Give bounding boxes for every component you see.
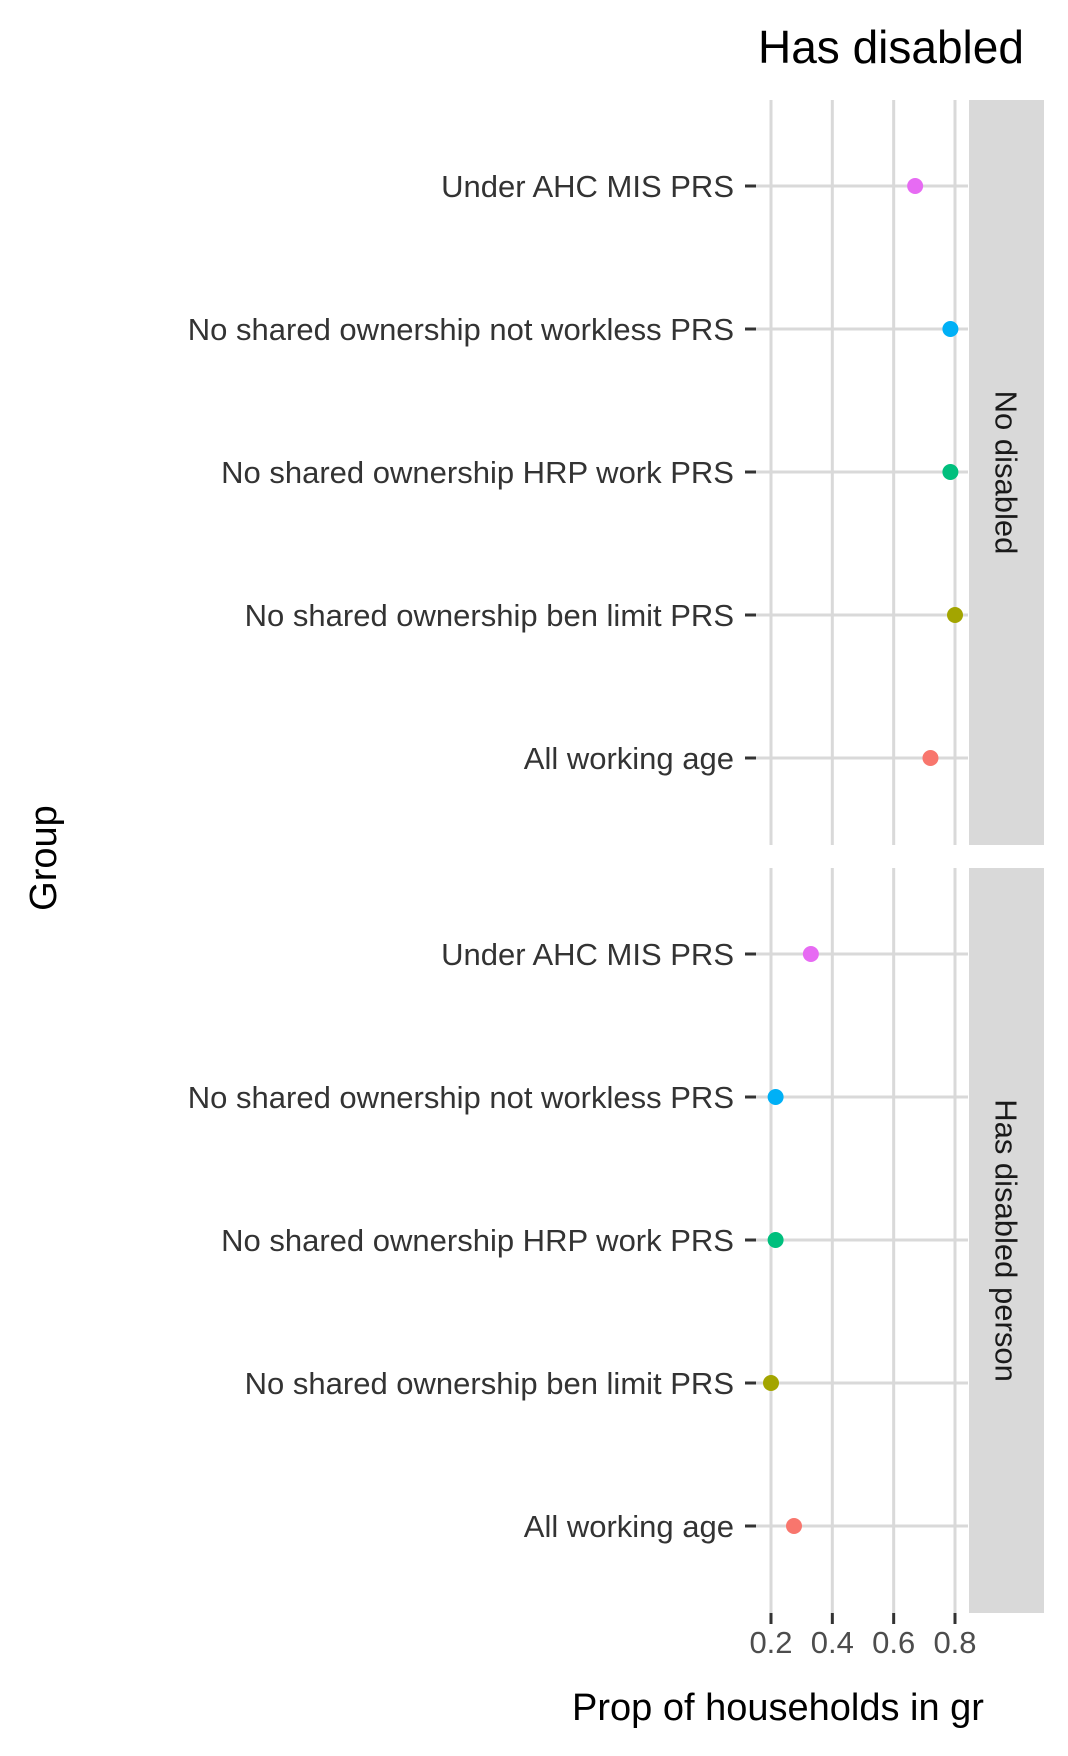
facet-strip: [969, 100, 1044, 845]
y-tick-label: All working age: [524, 741, 734, 776]
x-tick-label: 0.6: [872, 1625, 915, 1660]
data-point: [942, 321, 959, 337]
y-tick-label: No shared ownership ben limit PRS: [245, 1366, 734, 1401]
chart-panels: Under AHC MIS PRS No shared ownership not…: [188, 100, 1044, 1613]
data-point: [786, 1518, 802, 1534]
data-point: [763, 1375, 779, 1391]
panel-2: Under AHC MIS PRS No shared ownership not…: [188, 868, 1044, 1613]
y-tick-label: No shared ownership not workless PRS: [188, 1080, 734, 1115]
y-axis-title: Group: [23, 805, 65, 911]
data-point: [942, 464, 959, 480]
data-point: [907, 178, 924, 194]
chart-title: Has disabled: [758, 21, 1024, 73]
y-tick-label: No shared ownership HRP work PRS: [221, 1223, 734, 1258]
y-tick-label: Under AHC MIS PRS: [441, 169, 734, 204]
data-point: [802, 946, 819, 962]
y-tick-label: No shared ownership ben limit PRS: [245, 598, 734, 633]
x-tick-label: 0.8: [933, 1625, 976, 1660]
y-tick-label: No shared ownership not workless PRS: [188, 312, 734, 347]
panel-1: Under AHC MIS PRS No shared ownership not…: [188, 100, 1044, 845]
facet-strip: [969, 868, 1044, 1613]
y-tick-label: All working age: [524, 1509, 734, 1544]
data-point: [767, 1232, 784, 1248]
x-axis: 0.2 0.4 0.6 0.8: [749, 1613, 977, 1660]
data-point: [767, 1089, 784, 1105]
y-tick-label: No shared ownership HRP work PRS: [221, 455, 734, 490]
facet-strip-label: Has disabled person: [989, 1099, 1024, 1382]
data-point: [947, 607, 963, 623]
x-tick-label: 0.4: [811, 1625, 854, 1660]
y-tick-label: Under AHC MIS PRS: [441, 937, 734, 972]
x-tick-label: 0.2: [749, 1625, 792, 1660]
x-axis-title: Prop of households in gr: [572, 1687, 984, 1729]
data-point: [922, 750, 939, 766]
facet-strip-label: No disabled: [989, 391, 1024, 555]
